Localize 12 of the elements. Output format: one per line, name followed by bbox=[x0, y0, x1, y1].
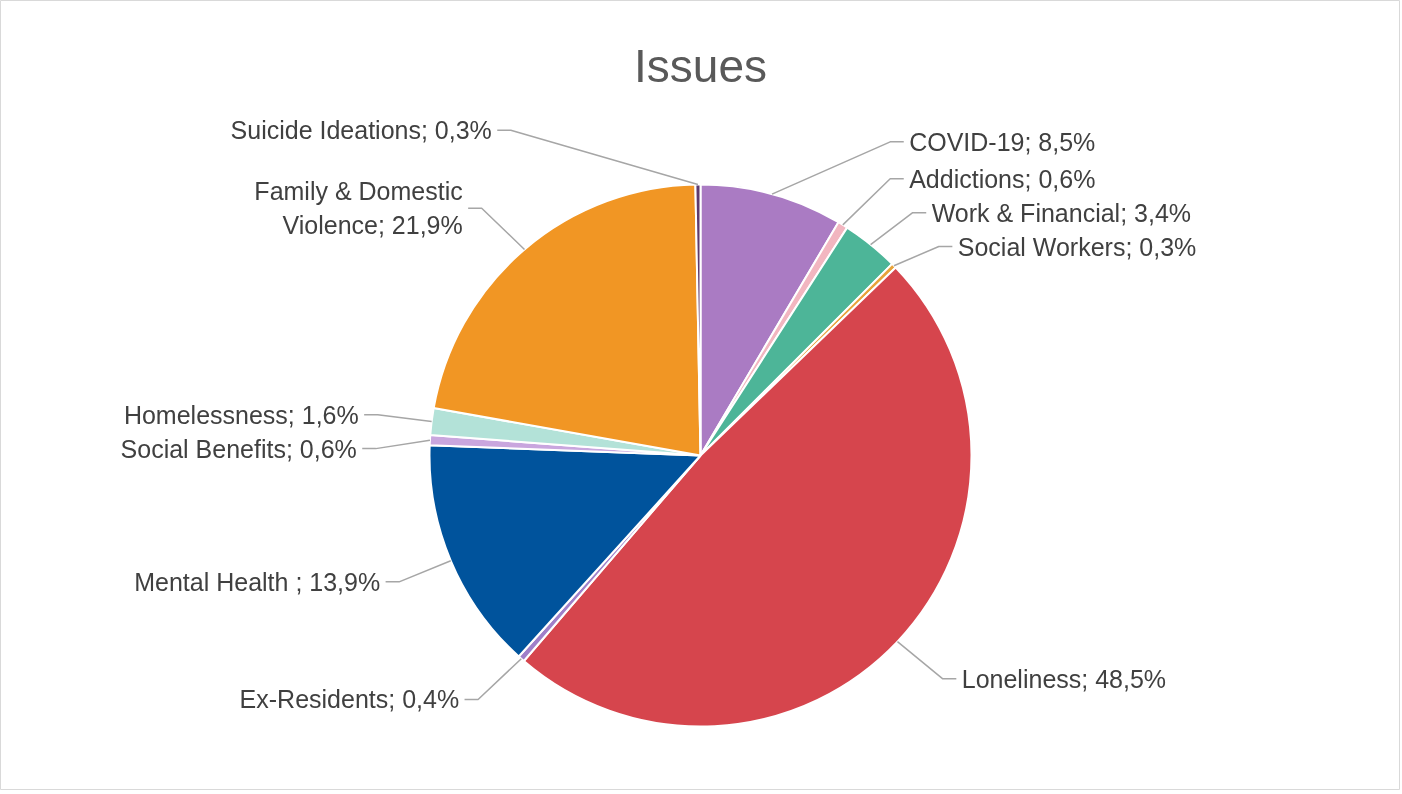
slice-label: Loneliness; 48,5% bbox=[961, 664, 1167, 693]
slice-label: Suicide Ideations; 0,3% bbox=[230, 116, 492, 145]
slice-label: Social Workers; 0,3% bbox=[957, 232, 1197, 261]
slice-label: Family & Domestic Violence; 21,9% bbox=[254, 177, 463, 240]
slice-label: Homelessness; 1,6% bbox=[123, 400, 359, 429]
slice-label: Work & Financial; 3,4% bbox=[931, 198, 1192, 227]
slice-label: Addictions; 0,6% bbox=[909, 164, 1096, 193]
slice-label: Mental Health ; 13,9% bbox=[134, 567, 381, 596]
slice-label: Ex-Residents; 0,4% bbox=[239, 685, 460, 714]
chart-title: Issues bbox=[634, 39, 767, 92]
slice-label: Social Benefits; 0,6% bbox=[120, 434, 357, 463]
slice-label: COVID-19; 8,5% bbox=[909, 127, 1096, 156]
